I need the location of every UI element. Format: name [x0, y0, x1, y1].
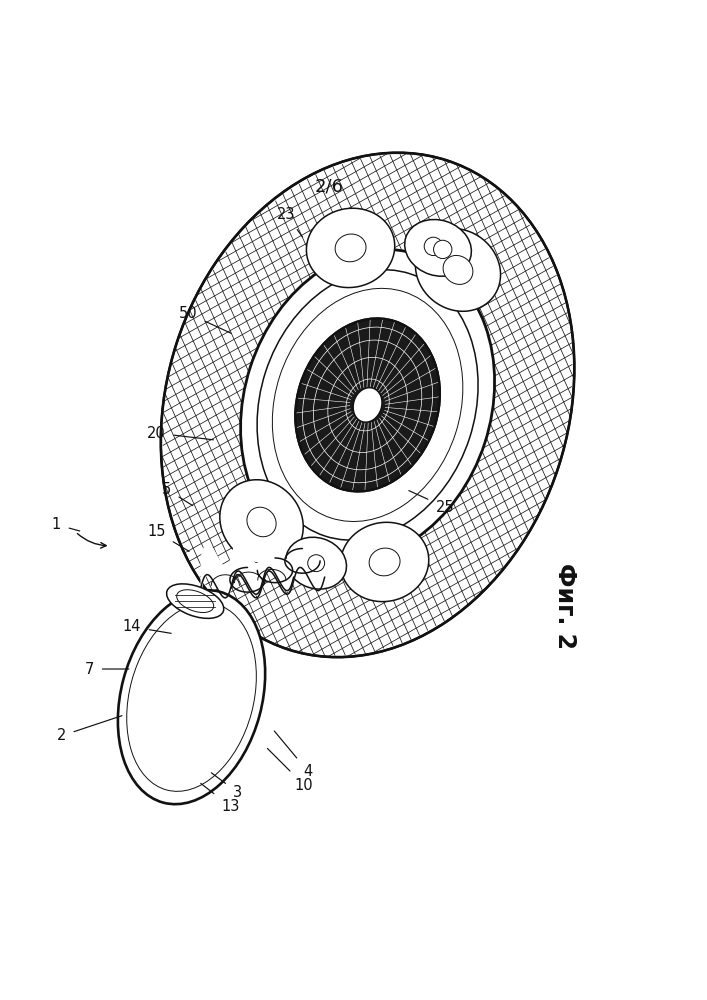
Text: 3: 3 — [211, 773, 242, 800]
Ellipse shape — [335, 234, 366, 262]
Text: 13: 13 — [201, 783, 240, 814]
Text: 2/6: 2/6 — [315, 177, 344, 195]
Ellipse shape — [404, 220, 472, 276]
Text: 25: 25 — [409, 491, 455, 515]
Circle shape — [424, 237, 443, 256]
Text: 10: 10 — [267, 748, 313, 793]
Ellipse shape — [220, 480, 303, 564]
Text: 20: 20 — [147, 426, 214, 441]
Ellipse shape — [306, 208, 395, 288]
Text: 23: 23 — [277, 207, 303, 237]
Ellipse shape — [369, 548, 400, 576]
Ellipse shape — [286, 537, 346, 589]
Ellipse shape — [118, 590, 265, 804]
Ellipse shape — [272, 288, 463, 522]
Ellipse shape — [257, 270, 478, 540]
Ellipse shape — [177, 590, 214, 613]
Text: 2: 2 — [57, 716, 122, 743]
Text: 50: 50 — [179, 306, 231, 333]
Text: 4: 4 — [274, 731, 312, 779]
Text: 14: 14 — [122, 619, 171, 634]
Circle shape — [433, 240, 452, 259]
Ellipse shape — [443, 255, 473, 284]
Circle shape — [308, 555, 325, 572]
Ellipse shape — [353, 388, 382, 422]
Ellipse shape — [240, 249, 495, 560]
Text: 7: 7 — [85, 662, 129, 677]
Ellipse shape — [167, 584, 223, 618]
Text: 15: 15 — [147, 524, 189, 551]
Text: 1: 1 — [52, 517, 80, 532]
Ellipse shape — [341, 522, 428, 602]
Ellipse shape — [296, 318, 440, 491]
Ellipse shape — [416, 229, 501, 311]
Text: Фиг. 2: Фиг. 2 — [553, 563, 577, 649]
Ellipse shape — [160, 153, 574, 657]
Ellipse shape — [247, 507, 276, 537]
Text: 5: 5 — [162, 482, 193, 506]
